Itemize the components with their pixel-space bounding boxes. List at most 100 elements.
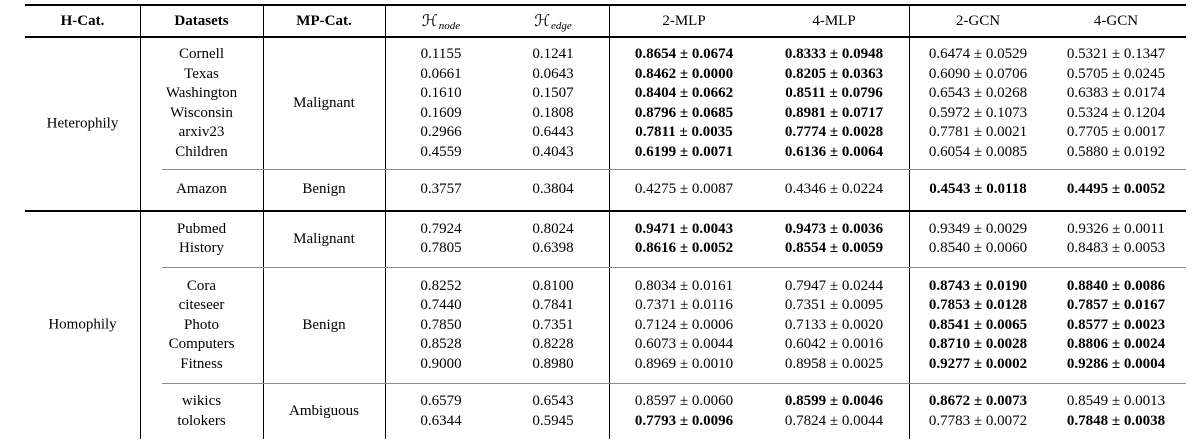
- dataset-name: citeseer: [178, 297, 225, 313]
- h-edge-column: 0.1241 0.0643 0.1507 0.1808 0.6443 0.404…: [497, 45, 609, 162]
- h-node-column: 0.1155 0.0661 0.1610 0.1609 0.2966 0.455…: [385, 45, 497, 162]
- dataset-name: Amazon: [176, 181, 227, 197]
- h-edge-value: 0.8228: [532, 336, 574, 352]
- dataset-name: Washington: [165, 85, 238, 101]
- h-edge-value: 0.1808: [532, 104, 574, 121]
- mlp2-result: 0.8034 ± 0.0161: [634, 277, 734, 294]
- mlp4-column: 0.8333 ± 0.0948 0.8205 ± 0.0363 0.8511 ±…: [759, 45, 909, 162]
- h-edge-value: 0.3804: [532, 181, 574, 197]
- gcn4-result: 0.8549 ± 0.0013: [1066, 393, 1166, 409]
- mlp4-result: 0.8333 ± 0.0948: [784, 46, 884, 62]
- h-node-value: 0.8528: [420, 336, 462, 352]
- gcn2-column: 0.6474 ± 0.0529 0.6090 ± 0.0706 0.6543 ±…: [909, 45, 1047, 162]
- gcn2-result: 0.8672 ± 0.0073: [928, 393, 1028, 409]
- dataset-block-malignant: Pubmed History Malignant 0.7924 0.7805 0…: [25, 212, 1186, 267]
- datasets-column: Amazon: [140, 180, 263, 200]
- gcn2-result: 0.6054 ± 0.0085: [928, 143, 1028, 160]
- mlp4-result: 0.8599 ± 0.0046: [784, 393, 884, 409]
- h-category-label: Heterophily: [46, 115, 119, 132]
- dataset-name: tolokers: [177, 412, 226, 429]
- dataset-name: wikics: [181, 393, 222, 409]
- dataset-name: Cornell: [179, 46, 224, 62]
- h-edge-value: 0.5945: [532, 412, 574, 429]
- dataset-name: Children: [175, 143, 228, 160]
- h-node-value: 0.7924: [420, 220, 462, 237]
- mlp4-result: 0.6042 ± 0.0016: [784, 336, 884, 352]
- mlp2-result: 0.8616 ± 0.0052: [634, 240, 734, 256]
- h-edge-value: 0.6443: [532, 124, 574, 140]
- mlp2-result: 0.7371 ± 0.0116: [635, 297, 733, 313]
- mlp4-result: 0.7947 ± 0.0244: [784, 277, 884, 294]
- h-edge-value: 0.6543: [532, 393, 574, 409]
- mlp2-result: 0.4275 ± 0.0087: [634, 181, 734, 197]
- gcn4-result: 0.5705 ± 0.0245: [1066, 65, 1166, 82]
- gcn2-result: 0.8710 ± 0.0028: [928, 336, 1028, 352]
- h-edge-value: 0.7841: [532, 297, 574, 313]
- section-divider: [25, 209, 1186, 212]
- mlp4-result: 0.4346 ± 0.0224: [784, 181, 884, 197]
- datasets-column: wikics tolokers: [140, 392, 263, 431]
- h-node-value: 0.6344: [420, 412, 462, 429]
- gcn4-result: 0.9286 ± 0.0004: [1066, 355, 1166, 372]
- mlp2-result: 0.6199 ± 0.0071: [634, 143, 734, 160]
- gcn2-result: 0.7783 ± 0.0072: [928, 412, 1028, 429]
- dataset-name: arxiv23: [178, 124, 225, 140]
- script-h-symbol: ℋ: [534, 10, 551, 30]
- gcn2-result: 0.9277 ± 0.0002: [928, 355, 1028, 372]
- gcn4-result: 0.8840 ± 0.0086: [1066, 277, 1166, 294]
- gcn2-result: 0.9349 ± 0.0029: [928, 220, 1028, 237]
- gcn2-result: 0.7853 ± 0.0128: [928, 297, 1028, 313]
- h-edge-value: 0.8024: [532, 220, 574, 237]
- dataset-block-ambiguous: wikics tolokers Ambiguous 0.6579 0.6344 …: [25, 384, 1186, 439]
- mp-category-label: Malignant: [293, 95, 355, 111]
- mp-category-label: Benign: [302, 181, 346, 198]
- h-node-value: 0.7440: [420, 297, 462, 313]
- mp-category-label: Malignant: [293, 230, 355, 247]
- mlp4-result: 0.7824 ± 0.0044: [784, 412, 884, 429]
- dataset-name: Computers: [168, 336, 235, 352]
- gcn2-result: 0.5972 ± 0.1073: [928, 104, 1028, 121]
- datasets-column: Cora citeseer Photo Computers Fitness: [140, 277, 263, 375]
- gcn4-column: 0.5321 ± 0.1347 0.5705 ± 0.0245 0.6383 ±…: [1047, 45, 1185, 162]
- section-homophily: Homophily Pubmed History Malignant 0.792…: [25, 212, 1186, 440]
- h-node-value: 0.6579: [420, 393, 462, 409]
- gcn2-result: 0.6543 ± 0.0268: [928, 85, 1028, 101]
- column-divider: [909, 4, 910, 439]
- h-node-value: 0.0661: [420, 65, 462, 82]
- mlp4-result: 0.8981 ± 0.0717: [784, 104, 884, 121]
- column-header-h-node: ℋnode: [421, 10, 461, 32]
- mlp2-result: 0.8796 ± 0.0685: [634, 104, 734, 121]
- h-edge-value: 0.7351: [532, 316, 574, 333]
- h-node-value: 0.1155: [420, 46, 462, 62]
- column-header-h-cat: H-Cat.: [60, 12, 105, 29]
- datasets-column: Cornell Texas Washington Wisconsin arxiv…: [140, 45, 263, 162]
- dataset-block-benign: Cora citeseer Photo Computers Fitness Be…: [25, 268, 1186, 384]
- gcn2-result: 0.8541 ± 0.0065: [928, 316, 1028, 333]
- h-edge-value: 0.1507: [532, 85, 574, 101]
- dataset-name: Photo: [183, 316, 219, 333]
- h-edge-value: 0.8100: [532, 277, 574, 294]
- h-node-value: 0.7805: [420, 240, 462, 256]
- h-node-value: 0.1610: [420, 85, 462, 101]
- h-node-value: 0.9000: [420, 355, 462, 372]
- dataset-block-benign: Amazon Benign 0.3757 0.3804 0.4275 ± 0.0…: [25, 170, 1186, 210]
- gcn4-result: 0.5324 ± 0.1204: [1066, 104, 1166, 121]
- script-h-symbol: ℋ: [421, 10, 438, 30]
- mlp2-result: 0.8462 ± 0.0000: [634, 65, 734, 82]
- mp-category-label: Ambiguous: [288, 403, 359, 419]
- dataset-name: Texas: [184, 65, 219, 82]
- mlp4-result: 0.6136 ± 0.0064: [784, 143, 884, 160]
- dataset-name: Pubmed: [176, 220, 227, 237]
- gcn4-result: 0.5880 ± 0.0192: [1066, 143, 1166, 160]
- mlp2-result: 0.7811 ± 0.0035: [635, 124, 733, 140]
- section-heterophily: Heterophily Cornell Texas Washington Wis…: [25, 38, 1186, 210]
- mlp4-result: 0.8554 ± 0.0059: [784, 240, 884, 256]
- h-edge-value: 0.4043: [532, 143, 574, 160]
- gcn4-result: 0.8577 ± 0.0023: [1066, 316, 1166, 333]
- column-header-h-edge: ℋedge: [534, 10, 572, 32]
- gcn2-result: 0.8743 ± 0.0190: [928, 277, 1028, 294]
- dataset-name: Wisconsin: [170, 104, 233, 121]
- h-edge-value: 0.6398: [532, 240, 574, 256]
- mlp2-column: 0.8654 ± 0.0674 0.8462 ± 0.0000 0.8404 ±…: [609, 45, 759, 162]
- dataset-name: History: [179, 240, 224, 256]
